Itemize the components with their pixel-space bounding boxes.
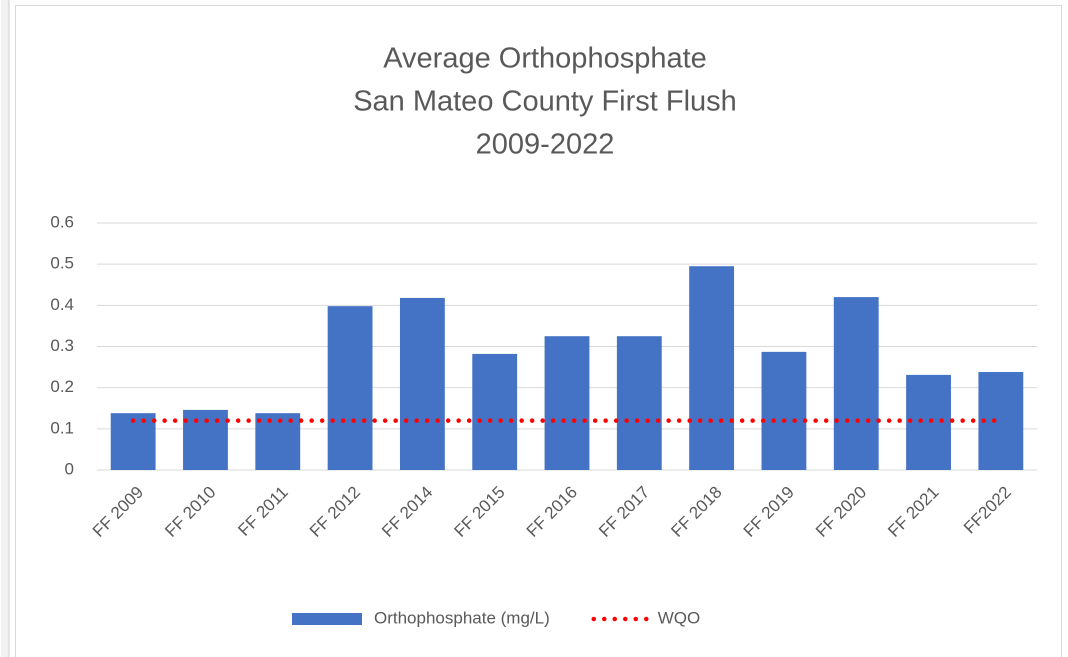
legend-label: WQO (658, 608, 701, 627)
y-tick-label: 0.1 (50, 418, 74, 437)
y-tick-label: 0.3 (50, 336, 74, 355)
bar (616, 336, 662, 470)
legend-swatch (292, 613, 362, 625)
bar (472, 353, 518, 470)
side-panel (1, 0, 9, 657)
bar (399, 297, 445, 470)
chart-title: San Mateo County First Flush (353, 86, 737, 118)
bar (544, 336, 590, 470)
bar (906, 374, 951, 470)
y-tick-label: 0.2 (50, 377, 74, 396)
chart-title: 2009-2022 (476, 129, 615, 161)
bar (327, 306, 373, 470)
bar (761, 351, 807, 470)
bar (689, 266, 735, 470)
y-tick-label: 0.6 (50, 212, 74, 231)
y-tick-label: 0 (65, 459, 74, 478)
legend-label: Orthophosphate (mg/L) (374, 608, 550, 627)
y-tick-label: 0.5 (50, 254, 74, 273)
chart-title: Average Orthophosphate (383, 43, 707, 75)
y-tick-label: 0.4 (50, 295, 74, 314)
bar (255, 413, 301, 470)
bar (833, 297, 879, 470)
chart-frame (15, 5, 1062, 657)
bar (978, 372, 1024, 470)
